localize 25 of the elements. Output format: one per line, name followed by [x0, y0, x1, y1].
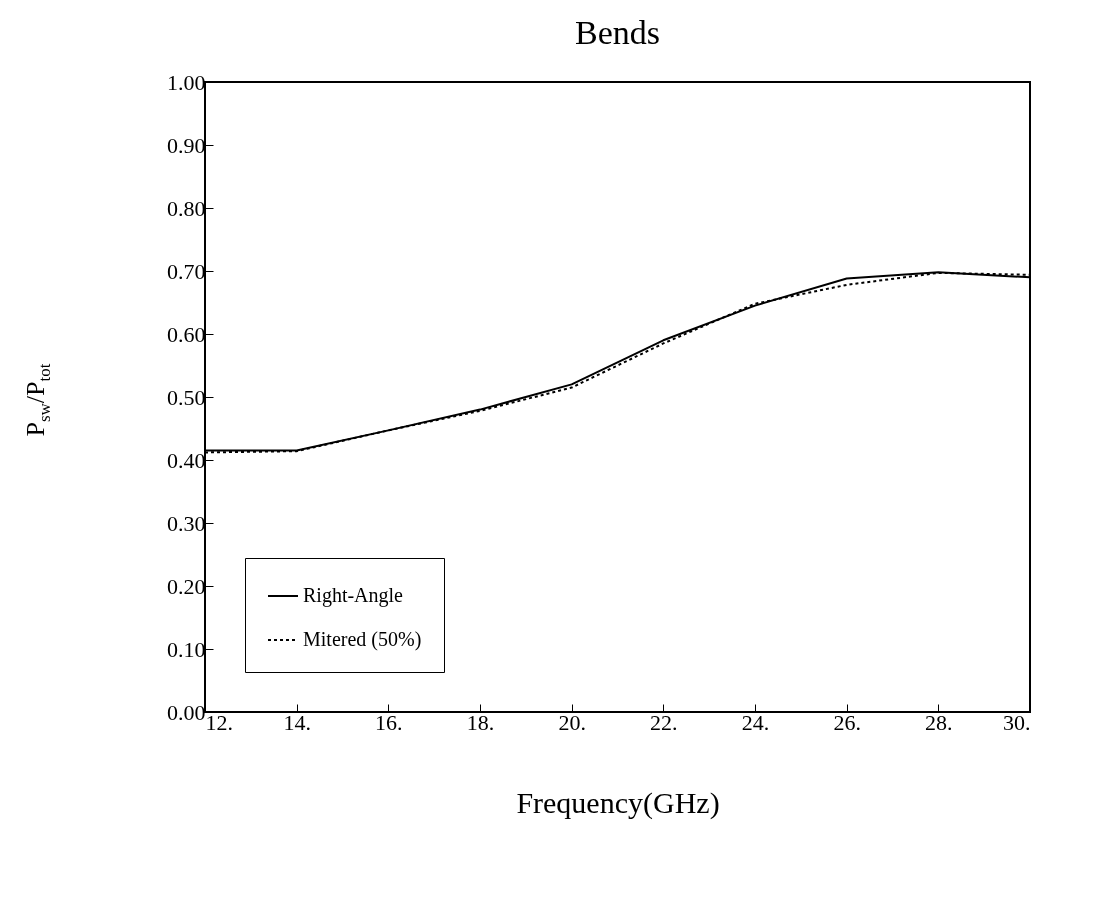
y-tick-label: 0.10: [167, 636, 206, 662]
x-tick-label: 22.: [650, 709, 678, 735]
x-tick-label: 28.: [925, 709, 953, 735]
y-tick-label: 1.00: [167, 69, 206, 95]
x-tick-label: 18.: [466, 709, 495, 735]
x-tick-label: 20.: [558, 709, 586, 735]
x-tick-label: 24.: [741, 709, 770, 735]
legend-label: Right-Angle: [303, 584, 404, 607]
legend-label: Mitered (50%): [303, 628, 422, 651]
x-tick-label: 30.: [1003, 709, 1031, 735]
y-tick-label: 0.00: [167, 699, 206, 725]
chart-title: Bends: [575, 14, 660, 51]
y-tick-label: 0.80: [167, 195, 206, 221]
y-tick-label: 0.90: [167, 132, 206, 158]
y-tick-label: 0.50: [167, 384, 206, 410]
y-tick-label: 0.70: [167, 258, 206, 284]
x-tick-label: 12.: [205, 709, 233, 735]
x-tick-label: 16.: [375, 709, 403, 735]
y-tick-label: 0.20: [167, 573, 206, 599]
x-tick-label: 14.: [283, 709, 311, 735]
x-axis-title: Frequency(GHz): [516, 785, 720, 820]
x-tick-label: 26.: [833, 709, 861, 735]
y-tick-label: 0.30: [167, 510, 206, 536]
y-tick-label: 0.40: [167, 447, 206, 473]
y-tick-label: 0.60: [167, 321, 206, 347]
